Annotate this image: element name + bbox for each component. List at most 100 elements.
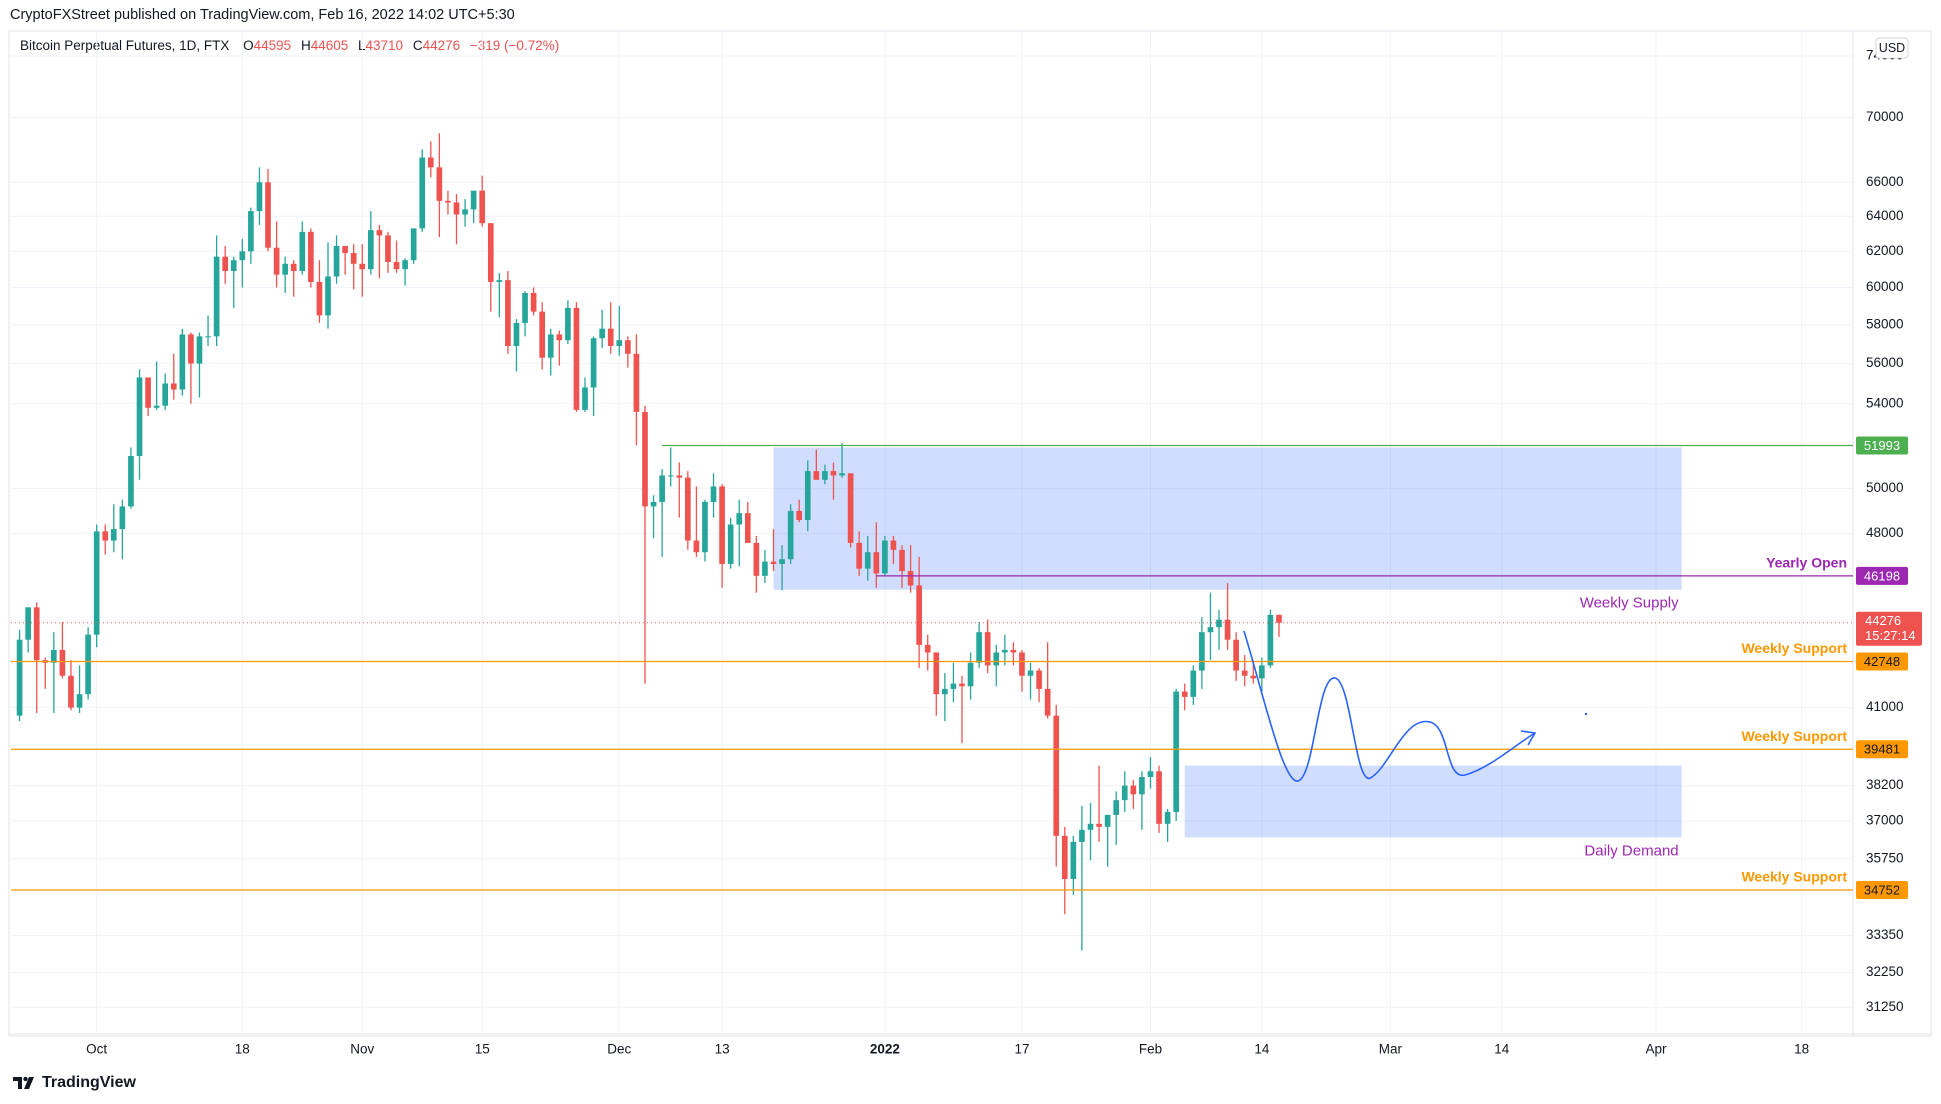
y-tick-label: 33350: [1866, 927, 1904, 942]
candle-body: [248, 211, 254, 252]
x-tick-label: Apr: [1645, 1042, 1667, 1057]
candle-body: [1096, 823, 1102, 827]
candle-body: [1156, 771, 1162, 824]
candle-body: [1121, 785, 1128, 801]
candle-body: [145, 377, 151, 408]
publisher-header: CryptoFXStreet published on TradingView.…: [10, 7, 515, 23]
candle-body: [1216, 619, 1222, 628]
candle-body: [1036, 670, 1042, 689]
candle-body: [445, 200, 451, 203]
candle-body: [1233, 639, 1239, 671]
candle-body: [890, 540, 897, 550]
candle-body: [368, 230, 374, 270]
zone: [773, 447, 1682, 590]
candle-body: [727, 524, 734, 564]
ohlc-value: 43710: [365, 38, 404, 53]
candle-body: [1147, 771, 1154, 777]
candle-body: [702, 501, 708, 553]
candle-body: [1113, 800, 1120, 815]
candle-body: [864, 552, 871, 569]
candle-body: [265, 182, 271, 248]
candle-body: [325, 276, 331, 316]
ohlc-prefix: O: [243, 38, 254, 53]
candle-body: [959, 683, 965, 687]
current-price-box: [1856, 611, 1922, 646]
candle-body: [1241, 670, 1248, 676]
candle-body: [290, 263, 297, 272]
ohlc-value: 44276: [422, 38, 461, 53]
candle-body: [582, 387, 588, 410]
y-tick-label: 58000: [1866, 316, 1904, 331]
projection-arrow: [1520, 730, 1537, 746]
x-tick-label: 15: [475, 1042, 490, 1057]
candle-body: [350, 253, 357, 264]
x-tick-label: Nov: [350, 1042, 374, 1057]
candle-body: [299, 231, 306, 272]
ohlc-value: 44605: [310, 38, 349, 53]
level-label: Yearly Open: [1766, 555, 1847, 571]
level-price-label: 51993: [1864, 438, 1900, 453]
candle-body: [599, 328, 605, 339]
candle-body: [1027, 670, 1034, 676]
candle-body: [1070, 841, 1077, 880]
projection-curve: [1243, 630, 1536, 782]
level-price-box: [1856, 566, 1908, 585]
candle-body: [376, 230, 383, 236]
candle-body: [685, 477, 691, 541]
x-tick-label: 18: [235, 1042, 250, 1057]
candle-body: [119, 506, 126, 530]
plot-frame: [8, 30, 1932, 1037]
candle-body: [393, 262, 400, 270]
candle-body: [762, 561, 768, 576]
candle-body: [522, 292, 528, 323]
y-tick-label: 56000: [1866, 355, 1904, 370]
x-tick-label: 14: [1254, 1042, 1270, 1057]
candle-body: [616, 340, 623, 346]
change: −319 (−0.72%): [469, 38, 560, 53]
level-price-label: 39481: [1864, 742, 1900, 757]
zone-label: Daily Demand: [1584, 842, 1678, 859]
candle-body: [256, 182, 263, 212]
candle-body: [633, 353, 640, 412]
candle-body: [1173, 691, 1179, 812]
candle-body: [530, 292, 537, 312]
candle-body: [813, 471, 820, 480]
candle-body: [273, 247, 280, 275]
candle-body: [308, 231, 314, 282]
candle-body: [984, 632, 991, 666]
candle-body: [1190, 670, 1197, 697]
candle-body: [188, 334, 194, 364]
candle-body: [505, 280, 511, 346]
candle-body: [710, 486, 717, 502]
candle-body: [830, 471, 837, 476]
level-price-box: [1856, 740, 1908, 759]
candle-body: [282, 263, 288, 275]
ohlc-prefix: H: [300, 38, 311, 53]
candle-body: [427, 157, 434, 168]
zone-label: Weekly Supply: [1580, 595, 1679, 612]
candle-body: [590, 338, 597, 388]
candle-body: [102, 531, 109, 541]
candle-body: [513, 322, 520, 346]
level-price-label: 34752: [1864, 882, 1900, 897]
candle-body: [642, 411, 648, 507]
candle-body: [76, 694, 83, 708]
candle-body: [1087, 823, 1094, 830]
candle-body: [779, 559, 785, 564]
candle-body: [573, 307, 580, 410]
x-tick-label: 17: [1014, 1042, 1029, 1057]
candle-body: [453, 202, 460, 215]
candle-body: [487, 223, 494, 282]
zone: [1184, 765, 1682, 838]
candle-body: [924, 644, 931, 653]
current-price-label: 44276: [1865, 613, 1901, 628]
level-label: Weekly Support: [1741, 640, 1847, 656]
y-tick-label: 48000: [1866, 525, 1904, 540]
candle-body: [625, 340, 631, 354]
candle-body: [942, 688, 948, 695]
candle-body: [899, 549, 905, 572]
candle-body: [667, 475, 674, 477]
candle-body: [736, 513, 743, 525]
marker-dot: [1584, 712, 1588, 716]
level-price-box: [1856, 436, 1908, 455]
